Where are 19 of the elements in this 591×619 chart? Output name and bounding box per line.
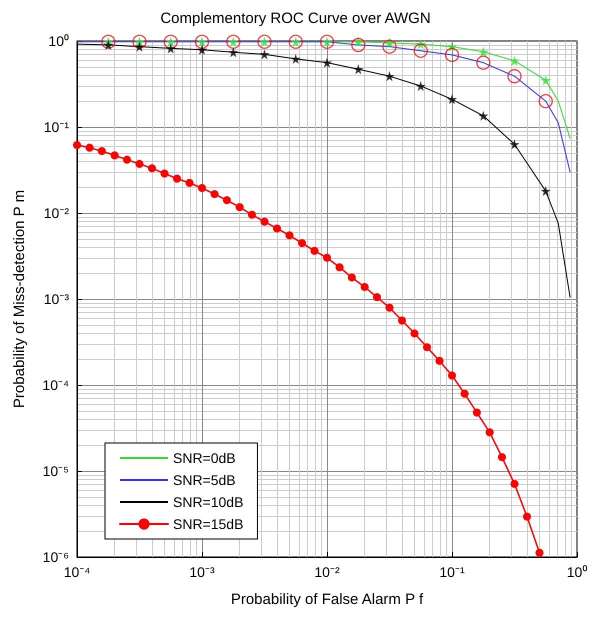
legend-label: SNR=10dB xyxy=(173,494,244,510)
y-tick-label: 10⁻⁵ xyxy=(42,463,69,479)
y-tick-label: 10⁻⁴ xyxy=(42,377,69,393)
chart-title: Complementory ROC Curve over AWGN xyxy=(160,10,431,27)
x-tick-label: 10⁻¹ xyxy=(439,564,465,580)
legend-label: SNR=5dB xyxy=(173,472,236,488)
y-tick-label: 10⁻⁶ xyxy=(42,549,69,565)
legend-label: SNR=15dB xyxy=(173,516,244,532)
x-tick-label: 10⁻³ xyxy=(189,564,215,580)
x-axis-title: Probability of False Alarm P f xyxy=(230,591,424,608)
y-tick-label: 10⁻² xyxy=(44,205,70,221)
y-tick-label: 10⁻¹ xyxy=(44,119,70,135)
y-tick-label: 10⁻³ xyxy=(44,291,70,307)
legend-label: SNR=0dB xyxy=(173,450,236,466)
x-tick-label: 10⁻⁴ xyxy=(64,564,90,580)
x-tick-label: 10⁰ xyxy=(566,564,588,580)
y-tick-label: 10⁰ xyxy=(48,33,69,49)
y-axis-title: Probability of Miss-detection P m xyxy=(11,190,28,408)
x-tick-label: 10⁻² xyxy=(314,564,340,580)
